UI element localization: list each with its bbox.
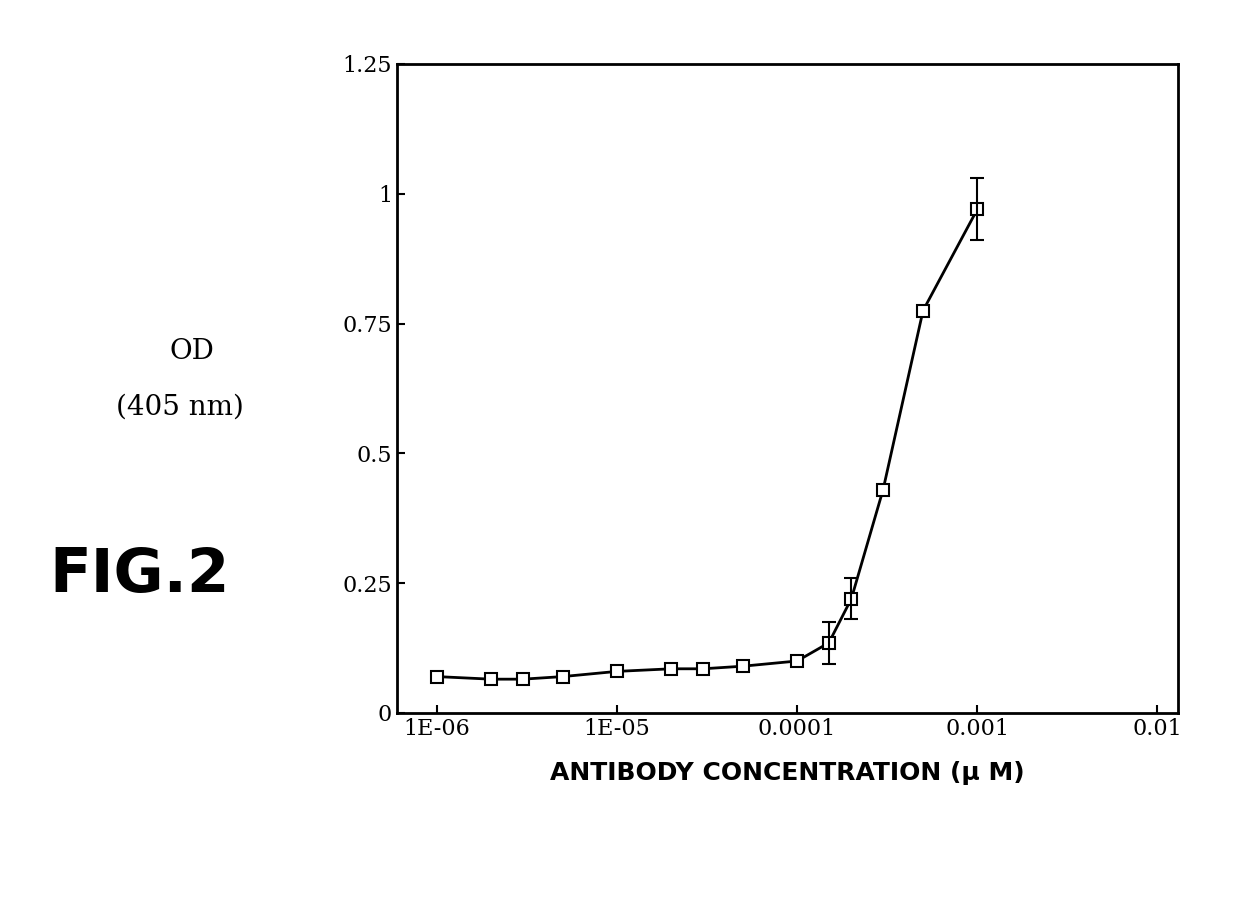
Text: OD: OD [170,338,215,366]
Text: FIG.2: FIG.2 [50,547,231,605]
X-axis label: ANTIBODY CONCENTRATION (μ M): ANTIBODY CONCENTRATION (μ M) [551,760,1024,784]
Text: (405 nm): (405 nm) [115,393,244,420]
